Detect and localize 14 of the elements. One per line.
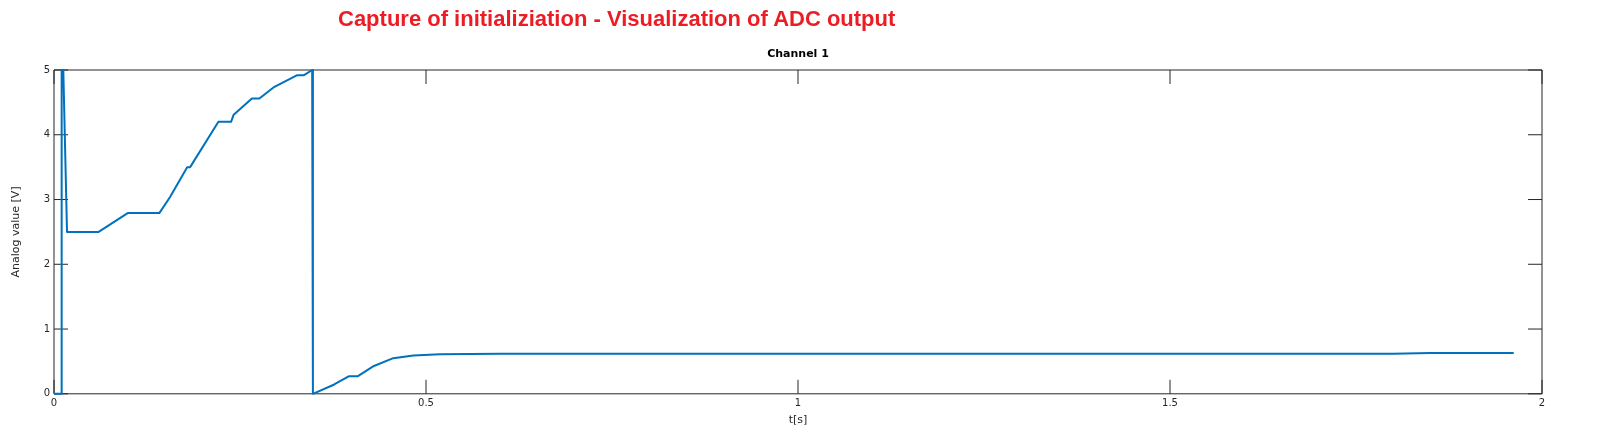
y-tick-label: 3 xyxy=(43,193,50,205)
y-tick-label: 2 xyxy=(43,257,50,269)
x-axis-title: t[s] xyxy=(788,413,808,427)
y-tick-label: 5 xyxy=(43,63,50,75)
x-tick-label: 1.5 xyxy=(1162,397,1178,409)
chart-title: Capture of initializiation - Visualization of ADC output xyxy=(338,6,896,32)
y-tick-label: 1 xyxy=(43,322,50,334)
x-tick-label: 0.5 xyxy=(418,397,434,409)
x-tick-label: 1 xyxy=(794,397,802,409)
chart-subtitle: Channel 1 xyxy=(767,47,829,61)
x-tick-label: 2 xyxy=(1538,397,1546,409)
y-tick-label: 4 xyxy=(43,128,50,140)
y-axis-title: Analog value [V] xyxy=(9,186,23,278)
y-tick-label: 0 xyxy=(43,387,50,399)
